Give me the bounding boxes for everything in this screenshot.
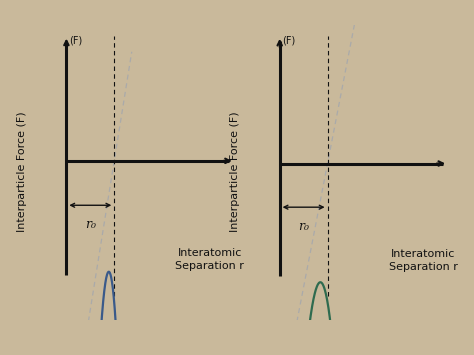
Text: Interatomic
Separation r: Interatomic Separation r bbox=[389, 249, 457, 272]
Text: r₀: r₀ bbox=[298, 220, 309, 233]
Text: Interparticle Force (F): Interparticle Force (F) bbox=[17, 112, 27, 233]
Text: (F): (F) bbox=[69, 35, 82, 45]
Text: Interatomic
Separation r: Interatomic Separation r bbox=[175, 248, 244, 271]
Text: r₀: r₀ bbox=[85, 218, 96, 231]
Text: (F): (F) bbox=[282, 36, 295, 46]
Text: Interparticle Force (F): Interparticle Force (F) bbox=[230, 112, 240, 233]
